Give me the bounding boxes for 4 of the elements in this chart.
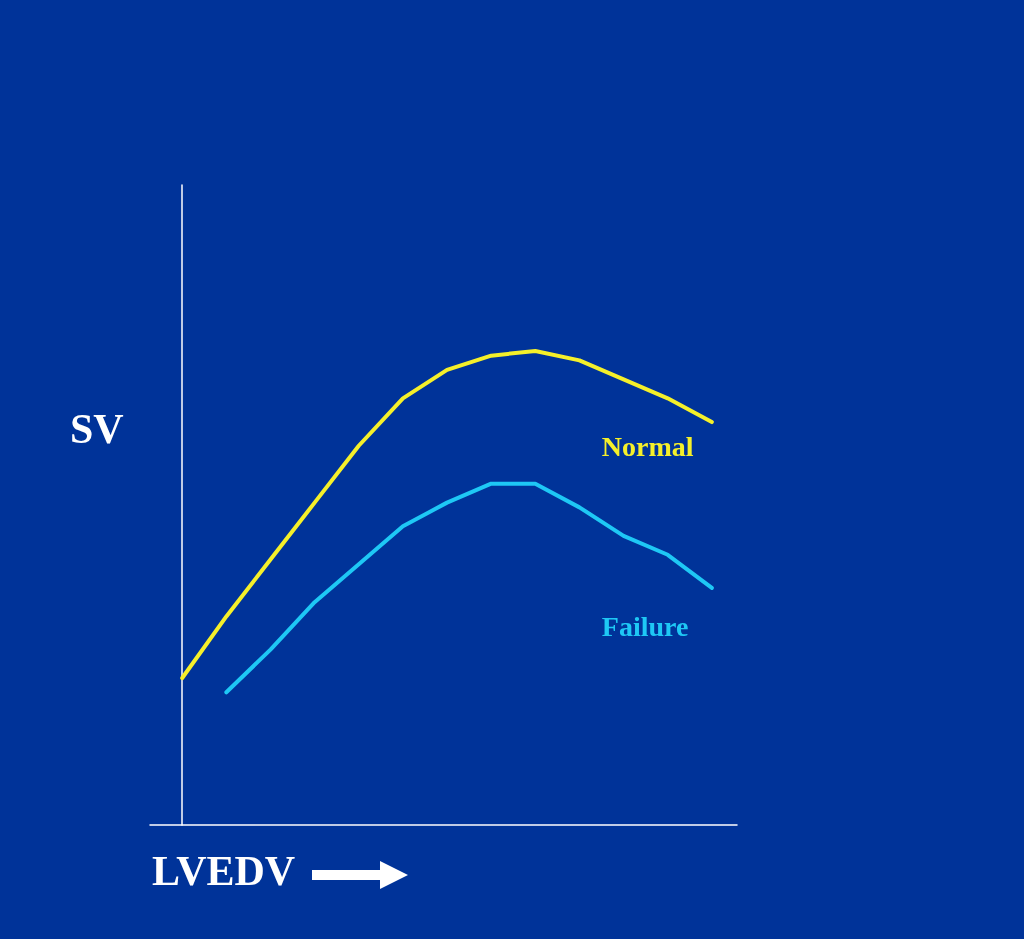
- x-axis-title: LVEDV: [152, 848, 296, 894]
- series-label: Normal: [601, 430, 694, 462]
- series-label: Failure: [601, 611, 689, 643]
- y-axis-title: SV: [70, 406, 124, 452]
